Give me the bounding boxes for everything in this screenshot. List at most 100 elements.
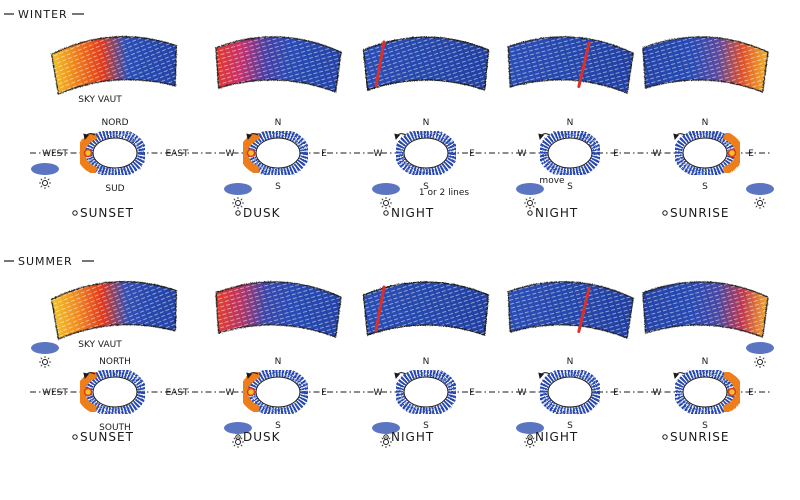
small-sky-icon (31, 342, 59, 354)
compass-east: E (748, 149, 754, 159)
panel-label: NIGHT (535, 430, 578, 444)
sun-ray (755, 205, 758, 208)
summer-panel-3: N S W E NIGHT (362, 281, 490, 448)
compass-north: NORTH (99, 357, 131, 367)
ring-inner (547, 376, 593, 408)
compass-north: N (275, 118, 282, 128)
sun-icon (757, 359, 763, 365)
panel-label: DUSK (243, 206, 281, 220)
sun-ray (388, 444, 391, 447)
label-bullet (72, 434, 78, 440)
sun-ray (532, 198, 535, 201)
sky-vault-texture (508, 36, 634, 94)
sun-ray (240, 205, 243, 208)
compass-east: E (613, 149, 619, 159)
sky-ring (538, 128, 602, 178)
ring-inner (403, 376, 449, 408)
rotation-arrow (673, 372, 686, 379)
sky-vault-texture (508, 281, 634, 339)
sun-marker (727, 387, 737, 397)
small-sky-icon (516, 422, 544, 434)
sun-ray (755, 364, 758, 367)
winter-panel-3: N S W E 1 or 2 lines NIGHT (362, 36, 490, 220)
compass-west: WEST (42, 149, 68, 159)
summer-panel-4: N S W E NIGHT (507, 281, 634, 448)
small-sky-icon (31, 163, 59, 175)
sun-ray (233, 205, 236, 208)
sun-marker (727, 148, 737, 158)
sky-vault-texture (643, 37, 768, 93)
sun-ray (762, 357, 765, 360)
panel-label: SUNSET (80, 430, 134, 444)
sun-ray (233, 444, 236, 447)
small-sky-icon (746, 342, 774, 354)
rotation-arrow (673, 133, 686, 140)
sun-ray (762, 205, 765, 208)
sun-ray (240, 198, 243, 201)
sun-ray (525, 437, 528, 440)
sun-ray (381, 437, 384, 440)
compass-east: EAST (165, 149, 189, 159)
sun-ray (40, 185, 43, 188)
compass-east: E (613, 388, 619, 398)
sky-ring (394, 128, 458, 178)
sun-icon (235, 200, 241, 206)
sun-ray (47, 178, 50, 181)
sun-icon (383, 439, 389, 445)
sky-vault-texture (51, 36, 177, 95)
summer-panel-1: SKY VAUT NORTH SOUTH WEST EAST SUNSET (31, 281, 189, 444)
panel-label: SUNRISE (670, 206, 729, 220)
small-sky-icon (224, 422, 252, 434)
winter-panel-5: N S W E SUNRISE (642, 36, 774, 220)
rotation-arrow (83, 133, 96, 140)
ring-inner (255, 376, 301, 408)
ring-inner (255, 137, 301, 169)
sun-ray (40, 364, 43, 367)
sun-ray (525, 198, 528, 201)
warm-arc (239, 370, 261, 414)
small-sky-icon (746, 183, 774, 195)
sky-vault-caption: SKY VAUT (78, 95, 122, 105)
sky-vault-texture (216, 282, 341, 338)
small-sky-icon (372, 422, 400, 434)
warm-arc (76, 370, 98, 414)
sun-ray (762, 198, 765, 201)
winter-section-title: WINTER (4, 8, 84, 21)
compass-west: W (226, 149, 235, 159)
sun-ray (532, 437, 535, 440)
compass-south: S (423, 182, 429, 192)
label-bullet (662, 210, 668, 216)
panel-label: SUNRISE (670, 430, 729, 444)
compass-south: S (423, 421, 429, 431)
red-band-line (374, 285, 386, 333)
compass-south: SOUTH (99, 423, 131, 433)
sky-vault-texture (216, 37, 341, 93)
sun-ray (525, 444, 528, 447)
compass-south: SUD (105, 184, 124, 194)
sun-icon (42, 180, 48, 186)
rotation-arrow (538, 133, 551, 140)
sun-icon (527, 439, 533, 445)
sun-ray (47, 364, 50, 367)
sun-ray (388, 437, 391, 440)
rotation-arrow (246, 133, 259, 140)
warm-arc (722, 131, 744, 175)
ring-inner (547, 137, 593, 169)
panel-label: NIGHT (391, 430, 434, 444)
label-bullet (383, 210, 389, 216)
sky-vault-caption: SKY VAUT (78, 340, 122, 350)
sky-ring (538, 367, 602, 417)
compass-east: E (321, 149, 327, 159)
rotation-arrow (246, 372, 259, 379)
warm-arc (239, 131, 261, 175)
label-bullet (527, 434, 533, 440)
sun-ray (381, 198, 384, 201)
warm-arc (76, 131, 98, 175)
small-sky-icon (372, 183, 400, 195)
sun-ray (388, 198, 391, 201)
sun-ray (40, 357, 43, 360)
compass-north: N (702, 357, 709, 367)
winter-panel-2: N S W E DUSK (215, 36, 342, 220)
compass-west: W (518, 388, 527, 398)
